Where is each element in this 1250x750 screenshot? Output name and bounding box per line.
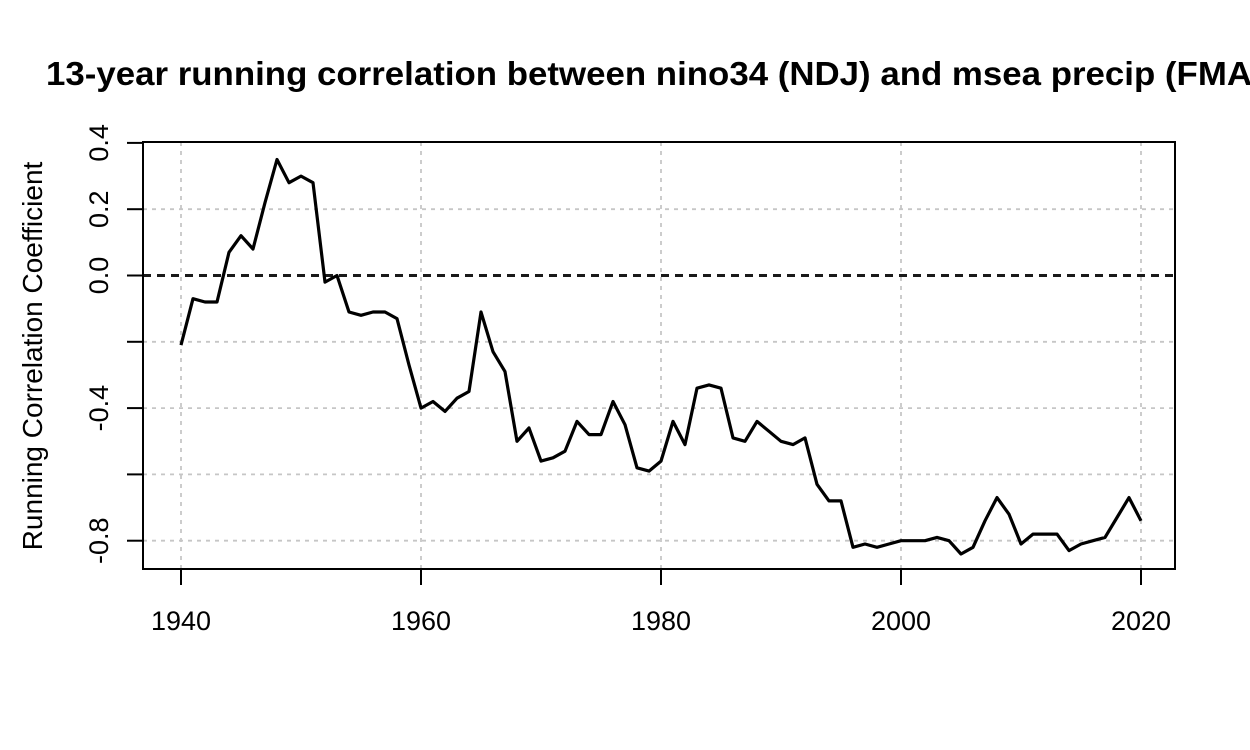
data-line — [179, 157, 1143, 556]
data-series — [179, 157, 1143, 556]
x-tick-label: 1980 — [631, 606, 691, 636]
y-tick-label: -0.8 — [84, 517, 114, 564]
chart-title: 13-year running correlation between nino… — [46, 55, 1250, 92]
x-tick-label: 2000 — [871, 606, 931, 636]
x-axis-tick-labels: 1940 1960 1980 2000 2020 — [151, 606, 1171, 636]
y-tick-label: 0.2 — [84, 190, 114, 228]
y-axis-title: Running Correlation Coefficient — [17, 161, 48, 550]
x-tick-label: 2020 — [1111, 606, 1171, 636]
y-tick-label: -0.4 — [84, 385, 114, 432]
x-tick-label: 1960 — [391, 606, 451, 636]
plot-frame — [142, 141, 1176, 570]
y-tick-label: 0.4 — [84, 124, 114, 162]
y-axis-tick-labels: 0.4 0.2 0.0 -0.4 -0.8 — [84, 124, 114, 564]
y-tick-label: 0.0 — [84, 257, 114, 295]
axis-ticks — [127, 141, 1142, 585]
gridlines — [143, 142, 1175, 569]
x-tick-label: 1940 — [151, 606, 211, 636]
